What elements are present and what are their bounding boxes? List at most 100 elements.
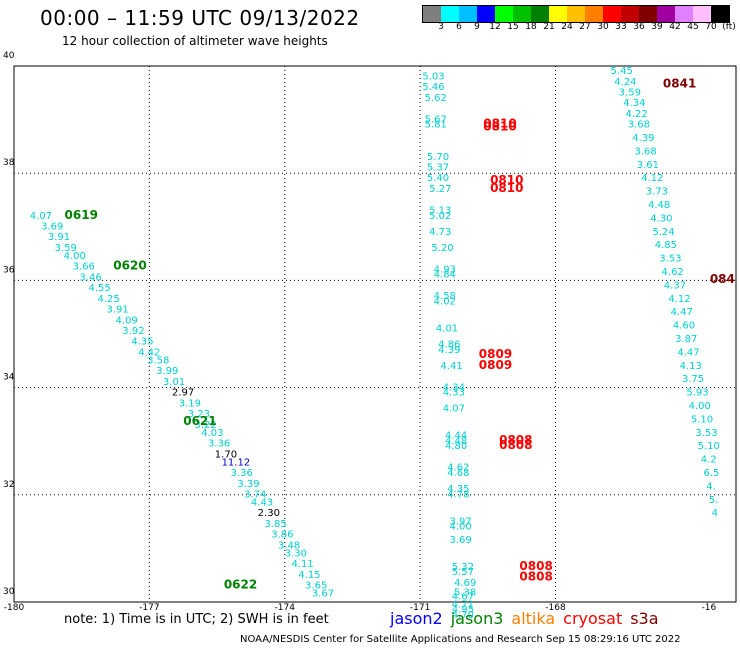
swh-value: 3.68 [628,120,650,131]
swh-value: 5.37 [427,163,449,174]
swh-value: 4.60 [673,321,695,332]
swh-value: 5.20 [431,243,453,254]
swh-value: 3.87 [675,334,697,345]
color-swatch [657,6,675,22]
swh-value: 5.10 [698,441,720,452]
lon-axis-label: -180 [4,603,25,613]
swh-value: 3.66 [73,262,95,273]
swh-value: 4.37 [664,280,686,291]
time-label: 0810 [483,119,516,133]
swh-value: 3.59 [619,87,641,98]
swh-value: 5.62 [425,93,447,104]
swh-value: 4.42 [138,347,160,358]
swh-value: 3.30 [285,548,307,559]
swh-value: 3.69 [449,535,471,546]
swh-value: 5.02 [429,211,451,222]
swh-value: 4.84 [434,270,456,281]
color-scale-label: (ft) [722,22,736,32]
color-swatch [621,6,639,22]
time-label: 084 [710,272,735,286]
swh-value: 5.38 [454,588,476,599]
swh-value: 4.03 [201,428,223,439]
color-swatch [585,6,603,22]
swh-value: 4.11 [292,559,314,570]
swh-value: 4.12 [668,294,690,305]
lat-axis-label: 40 [3,51,15,61]
swh-value: 5.93 [686,388,708,399]
swh-value: 3.69 [41,221,63,232]
swh-value: 4.24 [614,77,636,88]
swh-value: 3.91 [48,232,70,243]
swh-value: 4.34 [623,98,645,109]
swh-value: 3.36 [208,439,230,450]
swh-value: 4.00 [64,251,86,262]
lon-axis-label: -16 [702,603,717,613]
swh-value: 4.86 [438,339,460,350]
color-swatch [603,6,621,22]
lat-axis-label: 36 [3,265,15,275]
swh-value: 4.62 [662,267,684,278]
swh-value: 4.48 [648,200,670,211]
swh-value: 3.53 [695,428,717,439]
swh-value: 4.93 [434,264,456,275]
swh-value: 4.68 [447,468,469,479]
swh-value: 4.78 [447,489,469,500]
swh-value: 5.13 [429,205,451,216]
swh-value: 3.67 [312,589,334,600]
swh-value: 4.39 [438,345,460,356]
lon-axis-label: -174 [275,603,296,613]
swh-value: 4.80 [445,441,467,452]
color-scale-label: 42 [669,22,681,32]
swh-value: 4.41 [440,361,462,372]
color-scale-label: 30 [597,22,609,32]
color-swatch [495,6,513,22]
swh-value: 4.01 [436,323,458,334]
lon-axis-label: -177 [139,603,159,613]
satellite-legend: jason2 jason3 altika cryosat s3a [390,609,667,628]
color-scale-label: 3 [438,22,444,32]
color-swatch [441,6,459,22]
swh-value: 3.99 [156,366,178,377]
time-label: 0810 [483,117,516,131]
swh-value: 3.61 [637,160,659,171]
swh-value: 4.58 [434,291,456,302]
swh-value: 6.5 [704,468,720,479]
time-label: 0620 [113,259,146,273]
time-label: 0810 [490,173,523,187]
swh-value: 4.71 [452,599,474,610]
color-scale-label: 27 [579,22,591,32]
color-swatch [693,6,711,22]
swh-value: 5.27 [429,184,451,195]
swh-value: 4.30 [650,213,672,224]
swh-value: 2.30 [258,508,280,519]
time-label: 0810 [490,181,523,195]
swh-value: 4.44 [445,431,467,442]
swh-value: 4.62 [447,463,469,474]
swh-value: 3.01 [163,377,185,388]
legend-altika: altika [511,609,556,628]
footer-credit: NOAA/NESDIS Center for Satellite Applica… [240,634,681,645]
swh-value: 4.00 [449,522,471,533]
color-scale-label: 36 [633,22,645,32]
color-swatch [675,6,693,22]
swh-value: 4.48 [445,436,467,447]
swh-value: 5.40 [427,173,449,184]
color-swatch [459,6,477,22]
color-scale-label: 9 [474,22,480,32]
swh-value: 11.12 [222,457,251,468]
swh-value: 4.35 [131,337,153,348]
swh-value: 4 [712,508,718,519]
swh-value: 5.45 [611,66,633,77]
swh-value: 4.13 [680,361,702,372]
time-label: 0808 [519,570,552,584]
swh-value: 4.69 [454,578,476,589]
swh-value: 4.70 [452,610,474,621]
swh-value: 4.95 [452,605,474,616]
color-swatch [531,6,549,22]
color-scale-label: 12 [489,22,501,32]
swh-value: 5.67 [425,114,447,125]
swh-value: 4.43 [251,498,273,509]
swh-value: 3.91 [107,305,129,316]
note-text: note: 1) Time is in UTC; 2) SWH is in fe… [64,612,329,627]
